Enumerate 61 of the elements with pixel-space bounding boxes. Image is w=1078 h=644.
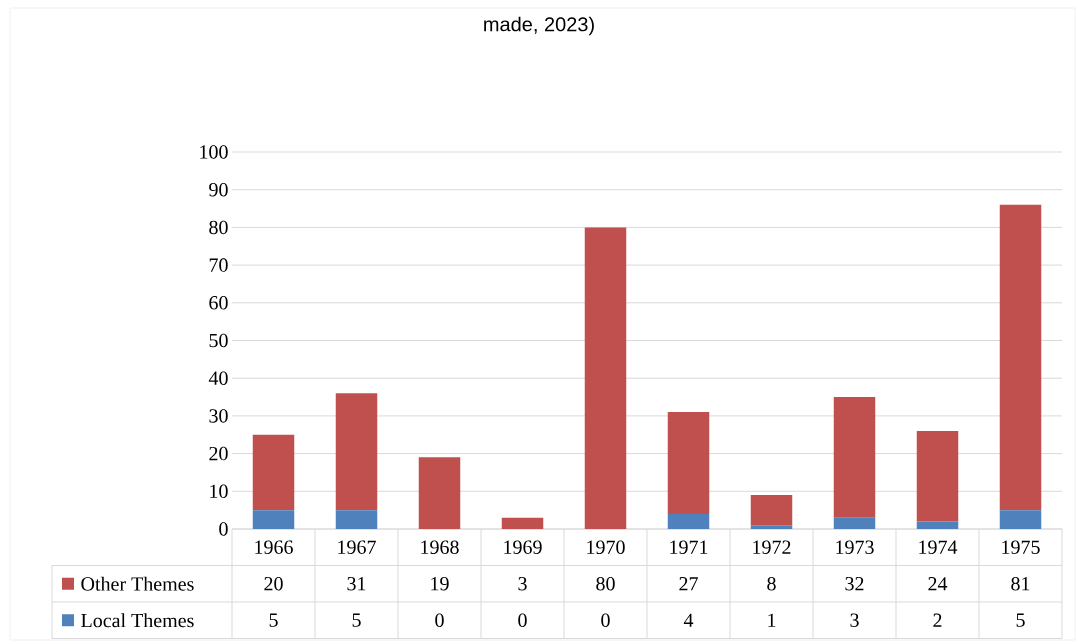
data-label: 20 bbox=[264, 576, 283, 591]
bar bbox=[833, 517, 876, 529]
data-label: 32 bbox=[845, 577, 864, 591]
data-label: 1 bbox=[768, 613, 776, 627]
bar bbox=[584, 227, 627, 529]
y-tick-label: 60 bbox=[209, 296, 228, 310]
x-tick-label: 1967 bbox=[338, 540, 376, 554]
bar bbox=[501, 517, 544, 529]
data-label: 5 bbox=[352, 613, 361, 627]
y-tick-label: 70 bbox=[209, 258, 228, 272]
data-label: 0 bbox=[601, 613, 610, 627]
bar bbox=[667, 412, 710, 514]
y-tick-label: 80 bbox=[209, 220, 228, 235]
data-label: 31 bbox=[347, 577, 366, 591]
data-label: 24 bbox=[928, 577, 948, 591]
data-label: 2 bbox=[933, 613, 942, 627]
x-tick-label: 1971 bbox=[670, 540, 708, 554]
data-label: 8 bbox=[767, 576, 776, 591]
x-tick-label: 1969 bbox=[504, 540, 542, 554]
x-tick-label: 1970 bbox=[587, 540, 625, 554]
data-label: 19 bbox=[431, 577, 449, 591]
x-tick-label: 1974 bbox=[919, 540, 958, 554]
data-label: 5 bbox=[1016, 613, 1025, 627]
y-tick-label: 90 bbox=[209, 182, 228, 197]
x-tick-label: 1975 bbox=[1002, 540, 1040, 554]
legend-label: Local Themes bbox=[81, 613, 194, 628]
data-label: 3 bbox=[518, 577, 527, 591]
x-tick-label: 1968 bbox=[421, 540, 459, 554]
data-label: 0 bbox=[518, 613, 527, 627]
y-tick-label: 10 bbox=[210, 484, 228, 499]
y-tick-label: 20 bbox=[209, 446, 228, 461]
bar bbox=[667, 513, 710, 529]
data-label: 0 bbox=[435, 613, 444, 627]
y-tick-label: 100 bbox=[200, 145, 228, 159]
data-label: 80 bbox=[596, 576, 615, 591]
bar bbox=[252, 434, 295, 511]
bar bbox=[750, 495, 793, 526]
x-tick-label: 1973 bbox=[836, 540, 874, 554]
data-label: 81 bbox=[1011, 576, 1030, 591]
bar bbox=[833, 397, 876, 518]
data-label: 3 bbox=[850, 613, 859, 627]
data-label: 5 bbox=[269, 613, 278, 627]
y-tick-label: 0 bbox=[219, 522, 228, 536]
bar bbox=[335, 510, 378, 529]
bar bbox=[916, 521, 959, 529]
data-label: 27 bbox=[679, 577, 698, 591]
bar bbox=[916, 430, 959, 522]
chart-title: made, 2023) bbox=[484, 16, 594, 36]
x-tick-label: 1972 bbox=[753, 540, 791, 554]
bar bbox=[999, 510, 1042, 529]
bar bbox=[335, 393, 378, 511]
bar bbox=[252, 510, 295, 529]
y-tick-label: 30 bbox=[209, 409, 228, 423]
legend-label: Other Themes bbox=[81, 576, 194, 591]
y-tick-label: 50 bbox=[209, 333, 228, 348]
bar bbox=[750, 525, 793, 529]
bar bbox=[418, 457, 461, 529]
bar bbox=[999, 204, 1042, 511]
y-tick-label: 40 bbox=[208, 371, 228, 385]
x-tick-label: 1966 bbox=[255, 540, 293, 554]
data-label: 4 bbox=[683, 613, 694, 627]
